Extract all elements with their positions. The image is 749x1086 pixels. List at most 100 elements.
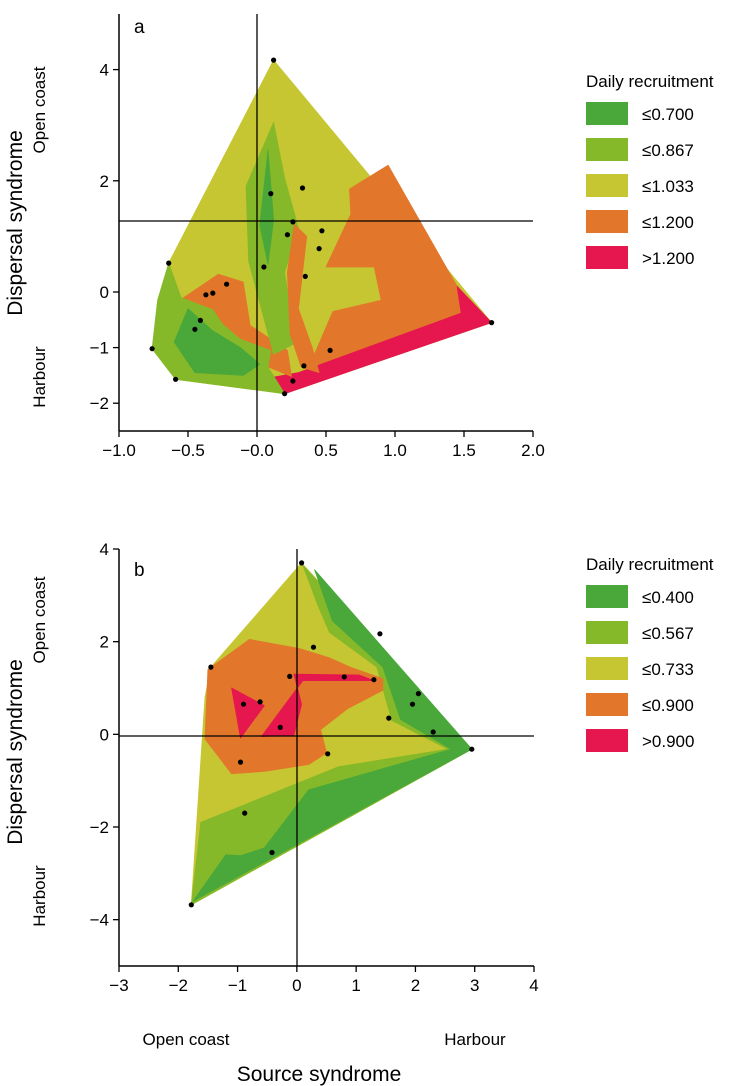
panel-b-region-4 [231,687,265,739]
panel-a-y-top-label: Open coast [30,66,49,153]
panel-b-ticks: −3 −2 −1 0 1 2 3 4 −4 −2 0 2 4 [90,540,539,995]
panel-b-y-top-label: Open coast [30,576,49,663]
panel-b-xtick-label: −1 [228,976,247,995]
panel-b-point-13 [277,724,283,731]
panel-b-ytick-label: 2 [100,633,109,652]
panel-b-xtick-label: −3 [109,976,128,995]
panel-a-point-0 [271,57,277,63]
panel-b-point-18 [188,902,194,908]
panel-a-legend-title: Daily recruitment [586,72,714,91]
panel-a-point-12 [290,219,296,225]
panel-b-legend-swatch-3 [586,657,628,680]
panel-a-points [149,57,495,397]
panel-b-xtick-label: 3 [470,976,479,995]
panel-b-point-8 [409,701,416,707]
panel-a-y-bottom-label: Harbour [30,346,49,408]
panel-a-ytick-label: 0 [100,283,109,302]
panel-a-region-7 [259,149,275,265]
panel-b-point-6 [371,677,377,683]
panel-a-ytick-label: −2 [90,394,109,413]
panel-a-legend-label-5: >1.200 [642,249,694,268]
panel-b-region-1 [190,564,473,906]
panel-b-legend-label-4: ≤0.900 [642,696,694,715]
panel-b-legend-label-3: ≤0.733 [642,660,694,679]
panel-a-legend-label-1: ≤0.700 [642,105,694,124]
panel-b-region-5 [260,673,375,737]
panel-b-point-4 [287,673,293,680]
panel-a-xtick-label: 2.0 [521,441,545,460]
panel-b-x-right-label: Harbour [444,1030,506,1049]
panel-b-xtick-label: 2 [411,976,420,995]
panel-b-ytick-label: 4 [100,540,109,559]
panel-a-legend-swatch-3 [586,174,628,197]
panel-b-point-1 [377,631,383,637]
panel-a-legend-swatch-5 [586,246,628,269]
panel-b-point-17 [269,849,275,856]
panel-b-point-5 [341,674,347,680]
panel-b-point-3 [208,664,214,670]
panel-a-xtick-label: 0.5 [314,441,338,460]
panel-a-legend-label-2: ≤0.867 [642,141,694,160]
panel-a-point-4 [203,292,209,298]
panel-b-point-9 [386,715,392,721]
panel-b-region-2 [192,569,473,902]
panel-b-xtick-label: 0 [292,976,301,995]
panel-a-ticks: −1.0 −0.5 −0.0 0.5 1.0 1.5 2.0 −2 −1 0 2 4 [90,61,545,460]
panel-a-point-18 [327,347,333,353]
panel-b-ylabel: Dispersal syndrome [4,659,27,845]
panel-b-point-16 [242,810,248,816]
panel-b-legend-swatch-5 [586,729,628,752]
panel-a-letter: a [134,17,145,38]
panel-b-regions [190,562,473,906]
panel-a-xtick-label: −1.0 [102,441,136,460]
panel-b-x-left-label: Open coast [143,1030,230,1049]
panel-a-point-19 [290,378,296,384]
panel-a-xtick-label: 1.0 [383,441,407,460]
panel-a-point-2 [224,281,230,287]
panel-a-point-14 [319,228,325,234]
panel-a-xtick-label: −0.5 [171,441,205,460]
panel-b-point-10 [430,729,436,735]
panel-a-point-13 [284,232,290,238]
panel-a-point-20 [282,391,288,397]
panel-b-legend-label-1: ≤0.400 [642,588,694,607]
panel-a-point-9 [261,264,267,270]
panel-b-xtick-label: 4 [529,976,538,995]
panel-b-legend-title: Daily recruitment [586,555,714,574]
panel-b-legend: Daily recruitment ≤0.400 ≤0.567 ≤0.733 ≤0.9… [586,555,714,752]
panel-a-legend-swatch-1 [586,102,628,125]
panel-a-point-5 [197,317,203,323]
panel-a-point-16 [302,273,308,279]
panel-b-point-12 [257,699,263,705]
panel-a-ytick-label: −1 [90,339,109,358]
panel-a-point-15 [316,246,322,252]
panel-a-legend-label-3: ≤1.033 [642,177,694,196]
panel-a-legend-swatch-2 [586,138,628,161]
panel-b-point-0 [299,560,305,566]
panel-b-ytick-label: 0 [100,725,109,744]
panel-b-point-2 [310,644,317,650]
panel-b-xlabel: Source syndrome [237,1063,402,1086]
panel-b-xtick-label: 1 [351,976,360,995]
panel-a-ytick-label: 2 [100,172,109,191]
panel-b-points [188,560,475,908]
panel-a-point-21 [489,320,495,326]
panel-a-xtick-label: −0.0 [240,441,274,460]
panel-a-xtick-label: 1.5 [452,441,476,460]
panel-b-ytick-label: −4 [90,911,109,930]
panel-b-legend-swatch-1 [586,585,628,608]
panel-b-legend-swatch-2 [586,621,628,644]
panel-b-point-11 [240,701,247,707]
panel-b-letter: b [134,560,145,581]
panel-b-ytick-label: −2 [90,818,109,837]
panel-a-ytick-label: 4 [100,61,109,80]
panel-a-point-10 [268,191,274,197]
panel-b-point-19 [469,746,475,752]
panel-b-y-bottom-label: Harbour [30,865,49,927]
panel-a-point-8 [173,376,179,382]
panel-b-point-15 [237,759,244,765]
panel-a-point-17 [301,363,307,369]
panel-a-point-3 [210,290,216,296]
